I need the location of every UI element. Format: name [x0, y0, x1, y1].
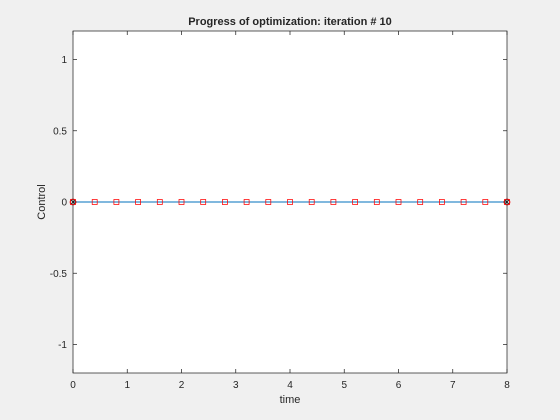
x-tick-label: 4 — [287, 380, 293, 391]
square-marker — [287, 199, 293, 205]
square-marker — [460, 199, 467, 205]
y-tick-label: 1 — [61, 55, 67, 66]
y-tick-label: 0 — [61, 198, 67, 209]
x-tick-label: 8 — [504, 380, 510, 391]
x-tick-label: 1 — [124, 380, 130, 391]
square-marker — [330, 199, 337, 205]
square-marker — [373, 199, 380, 205]
square-marker — [439, 199, 445, 205]
square-marker — [482, 199, 489, 205]
square-marker — [156, 199, 163, 205]
x-tick-label: 7 — [450, 380, 456, 391]
square-marker — [395, 199, 402, 205]
x-tick-label: 5 — [341, 380, 347, 391]
x-tick-label: 6 — [396, 380, 402, 391]
square-marker — [135, 199, 141, 205]
square-marker — [243, 199, 250, 205]
square-marker — [200, 199, 207, 205]
square-marker — [91, 199, 98, 205]
x-tick-label: 0 — [70, 380, 76, 391]
chart-title: Progress of optimization: iteration # 10 — [188, 16, 392, 28]
y-tick-label: 0.5 — [53, 126, 67, 137]
y-tick-label: -1 — [58, 340, 67, 351]
x-tick-label: 3 — [233, 380, 239, 391]
y-axis-label: Control — [36, 184, 48, 219]
axis-ticks: 0 1 2 3 4 5 6 7 8 1 0.5 0 -0.5 -1 — [50, 31, 510, 391]
square-marker — [265, 199, 272, 205]
x-tick-label: 2 — [179, 380, 185, 391]
square-marker — [178, 199, 185, 205]
square-marker — [308, 199, 315, 205]
square-marker — [113, 199, 120, 205]
x-axis-label: time — [280, 394, 301, 406]
y-tick-label: -0.5 — [50, 269, 68, 280]
square-marker — [222, 199, 228, 205]
square-marker — [352, 199, 358, 205]
square-marker — [417, 199, 424, 205]
